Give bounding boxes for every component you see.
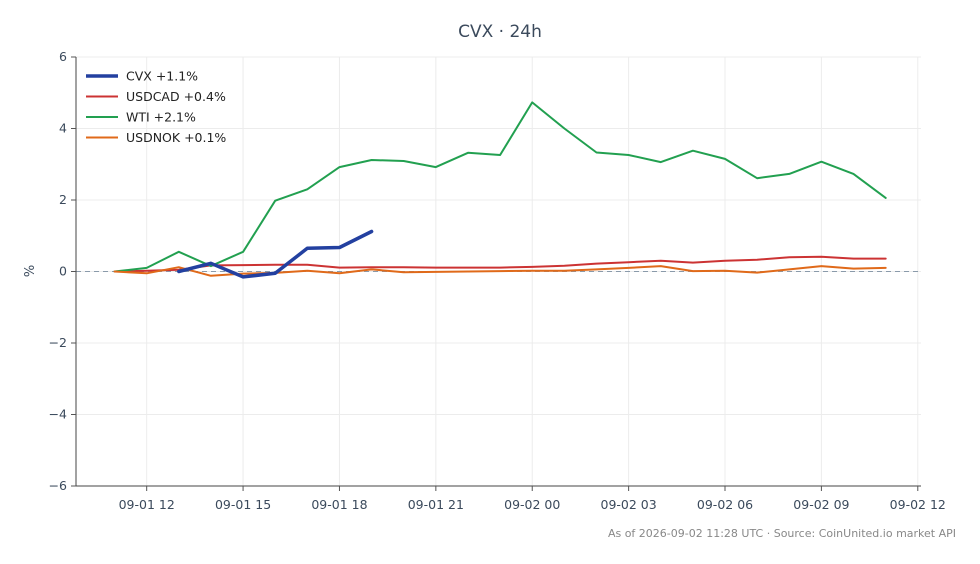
x-tick-label: 09-01 18 — [311, 497, 367, 512]
footer-note: As of 2026-09-02 11:28 UTC · Source: Coi… — [608, 527, 956, 540]
x-tick-label: 09-02 12 — [890, 497, 946, 512]
y-tick-label: −4 — [49, 407, 67, 422]
series-line-cvx — [177, 229, 374, 279]
x-tick-label: 09-02 03 — [601, 497, 657, 512]
x-tick-label: 09-02 06 — [697, 497, 753, 512]
y-tick-label: −2 — [49, 335, 67, 350]
x-tick-label: 09-02 09 — [793, 497, 849, 512]
legend: CVX +1.1% USDCAD +0.4% WTI +2.1% USDNOK +0.… — [86, 69, 226, 145]
legend-label: WTI +2.1% — [126, 110, 196, 125]
x-tick-label: 09-01 12 — [119, 497, 175, 512]
y-tick-label: 4 — [59, 121, 67, 136]
series-line-usdnok — [113, 265, 887, 277]
legend-label: USDNOK +0.1% — [126, 130, 226, 145]
series-line-usdcad — [113, 255, 887, 273]
x-axis-ticks: 09-01 12 09-01 15 09-01 18 09-01 21 09-02 00… — [119, 486, 946, 512]
legend-label: CVX +1.1% — [126, 69, 198, 84]
y-axis-ticks: −6 −4 −2 0 2 4 6 — [49, 49, 76, 493]
legend-label: USDCAD +0.4% — [126, 89, 226, 104]
x-tick-label: 09-01 21 — [408, 497, 464, 512]
y-tick-label: 0 — [59, 264, 67, 279]
chart-title: CVX · 24h — [458, 22, 542, 42]
y-tick-label: 2 — [59, 192, 67, 207]
y-axis-label: % — [23, 265, 38, 277]
series-line-wti — [113, 101, 887, 273]
y-tick-label: 6 — [59, 49, 67, 64]
y-tick-label: −6 — [49, 478, 67, 493]
x-tick-label: 09-01 15 — [215, 497, 271, 512]
x-tick-label: 09-02 00 — [504, 497, 560, 512]
series-layer — [113, 101, 887, 279]
